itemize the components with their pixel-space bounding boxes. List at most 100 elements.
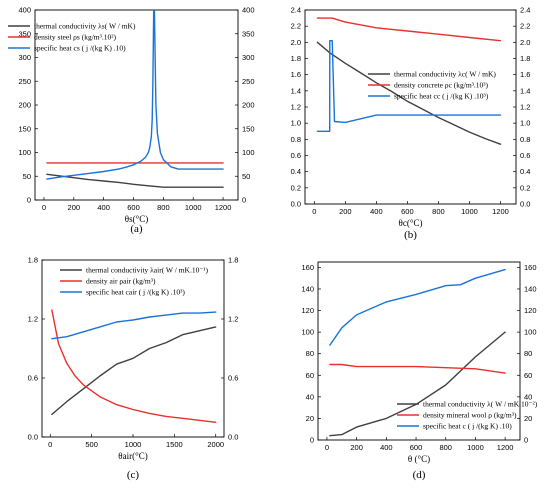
x-tick-label: 500 xyxy=(85,440,98,449)
series-line-1 xyxy=(329,331,506,437)
y-tick-label-left: 120 xyxy=(301,306,314,315)
y-tick-label-left: 2.4 xyxy=(291,6,301,15)
y-tick-label-left: 0 xyxy=(310,436,314,445)
series-line-2 xyxy=(316,17,502,42)
y-tick-label-left: 300 xyxy=(18,53,31,62)
x-tick-label: 1000 xyxy=(467,443,484,452)
y-tick-label-right: 120 xyxy=(524,306,537,315)
y-tick-label-left: 80 xyxy=(306,349,314,358)
y-tick-label-left: 100 xyxy=(301,328,314,337)
y-tick-label-left: 0.6 xyxy=(291,151,301,160)
y-tick-label-right: 1.0 xyxy=(520,119,530,128)
legend-entry: thermal conductivity λc( W / mK) xyxy=(394,70,496,79)
legend-entry: specific heat cair ( j /(kg K) .10³) xyxy=(86,288,185,297)
y-tick-label-left: 400 xyxy=(18,6,31,15)
legend-entry: thermal conductivity λair( W / mK.10⁻¹) xyxy=(86,266,209,275)
legend-entry: specific heat cc ( j /(kg K) .10³) xyxy=(394,92,489,101)
y-tick-label-right: 60 xyxy=(524,371,532,380)
y-tick-label-right: 350 xyxy=(242,29,255,38)
x-tick-label: 1000 xyxy=(461,207,478,216)
x-tick-label: 200 xyxy=(339,207,352,216)
y-tick-label-left: 0.0 xyxy=(28,433,38,442)
x-tick-label: 800 xyxy=(157,203,170,212)
y-tick-label-right: 0.4 xyxy=(520,167,530,176)
y-tick-label-right: 0.0 xyxy=(520,200,530,209)
y-tick-label-right: 0 xyxy=(524,436,528,445)
y-tick-label-right: 1.6 xyxy=(520,70,530,79)
panel-label: (c) xyxy=(127,469,140,481)
y-tick-label-right: 1.8 xyxy=(520,54,530,63)
series-line-2 xyxy=(51,309,217,423)
y-tick-label-right: 100 xyxy=(242,148,255,157)
chart-panel-2: 0 200 400 600 800 1000 1200 0.0 0.2 0.4 0.6 0.8 1.0 1… xyxy=(291,6,531,242)
x-tick-label: 0 xyxy=(48,440,52,449)
y-tick-label-right: 300 xyxy=(242,53,255,62)
y-tick-label-right: 0.8 xyxy=(520,135,530,144)
x-tick-label: 600 xyxy=(401,207,414,216)
y-tick-label-left: 1.0 xyxy=(291,119,301,128)
plot-area xyxy=(317,261,521,441)
y-tick-label-left: 150 xyxy=(18,124,31,133)
y-tick-label-left: 20 xyxy=(306,414,314,423)
legend-entry: density concrete ρc (kg/m³.10³) xyxy=(394,81,489,90)
chart-panel-1: 0 200 400 600 800 1000 12000501001502002503003… xyxy=(8,6,255,235)
legend: thermal conductivity λ( W / mK.10⁻²) dens… xyxy=(397,400,538,431)
x-tick-label: 800 xyxy=(439,443,452,452)
legend-entry: specific heat cs ( j /(kg K) .10) xyxy=(34,44,126,53)
y-tick-label-left: 2.2 xyxy=(291,22,301,31)
y-tick-label-right: 250 xyxy=(242,77,255,86)
y-tick-label-left: 100 xyxy=(18,148,31,157)
series-line-1 xyxy=(51,326,217,416)
x-tick-label: 400 xyxy=(97,203,110,212)
y-tick-label-left: 50 xyxy=(23,172,31,181)
y-tick-label-right: 50 xyxy=(242,172,250,181)
y-tick-label-right: 400 xyxy=(242,6,255,15)
x-tick-label: 400 xyxy=(370,207,383,216)
x-tick-label: 1200 xyxy=(215,203,232,212)
y-tick-label-left: 1.2 xyxy=(28,315,38,324)
x-axis-label: θ (°C) xyxy=(408,454,430,464)
y-tick-label-right: 0.0 xyxy=(228,433,238,442)
y-tick-label-right: 200 xyxy=(242,101,255,110)
x-tick-label: 600 xyxy=(127,203,140,212)
y-tick-label-right: 2.2 xyxy=(520,22,530,31)
y-tick-label-right: 100 xyxy=(524,328,537,337)
y-tick-label-right: 0.6 xyxy=(228,374,238,383)
x-axis-label: θair(°C) xyxy=(118,451,147,461)
x-axis-label: θs(°C) xyxy=(125,214,148,224)
legend: thermal conductivity λair( W / mK.10⁻¹) d… xyxy=(60,266,209,297)
x-tick-label: 2000 xyxy=(207,440,224,449)
y-tick-label-left: 0.2 xyxy=(291,183,301,192)
legend-entry: specific heat c ( j /(kg K) .10) xyxy=(423,422,512,431)
y-tick-label-right: 2.4 xyxy=(520,6,530,15)
x-tick-label: 0 xyxy=(42,203,46,212)
y-tick-label-left: 2.0 xyxy=(291,38,301,47)
y-tick-label-left: 1.8 xyxy=(28,256,38,265)
y-tick-label-left: 350 xyxy=(18,29,31,38)
y-tick-label-right: 1.2 xyxy=(520,103,530,112)
y-tick-label-left: 160 xyxy=(301,263,314,272)
y-tick-label-left: 40 xyxy=(306,392,314,401)
y-tick-label-right: 0 xyxy=(242,196,246,205)
y-tick-label-right: 1.8 xyxy=(228,256,238,265)
chart-panel-3: 0 500 1000 1500 2000 0.0 0.6 1.2 1.8 0.0 0.6 1.2 1.8… xyxy=(28,256,239,482)
y-tick-label-left: 1.4 xyxy=(291,86,301,95)
legend: thermal conductivity λc( W / mK) density … xyxy=(368,70,496,101)
y-tick-label-left: 250 xyxy=(18,77,31,86)
legend: thermal conductivity λs( W / mK) density … xyxy=(8,22,136,53)
series-line-2 xyxy=(329,363,506,374)
y-tick-label-left: 1.8 xyxy=(291,54,301,63)
x-tick-label: 1200 xyxy=(497,443,514,452)
x-axis-label: θc(°C) xyxy=(399,218,423,228)
legend-entry: density air ρair (kg/m³) xyxy=(86,277,156,286)
x-tick-label: 1500 xyxy=(166,440,183,449)
y-tick-label-left: 0.0 xyxy=(291,200,301,209)
y-tick-label-left: 1.6 xyxy=(291,70,301,79)
y-tick-label-left: 60 xyxy=(306,371,314,380)
y-tick-label-right: 1.4 xyxy=(520,86,530,95)
x-tick-label: 800 xyxy=(432,207,445,216)
y-tick-label-left: 1.2 xyxy=(291,103,301,112)
series-line-3 xyxy=(316,40,502,133)
x-tick-label: 0 xyxy=(312,207,316,216)
